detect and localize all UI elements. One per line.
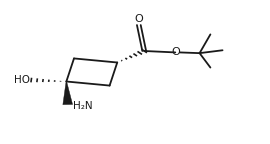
Text: HO: HO [14, 75, 30, 85]
Text: O: O [134, 14, 143, 24]
Polygon shape [63, 82, 73, 105]
Text: O: O [172, 47, 180, 57]
Text: H₂N: H₂N [73, 101, 92, 111]
